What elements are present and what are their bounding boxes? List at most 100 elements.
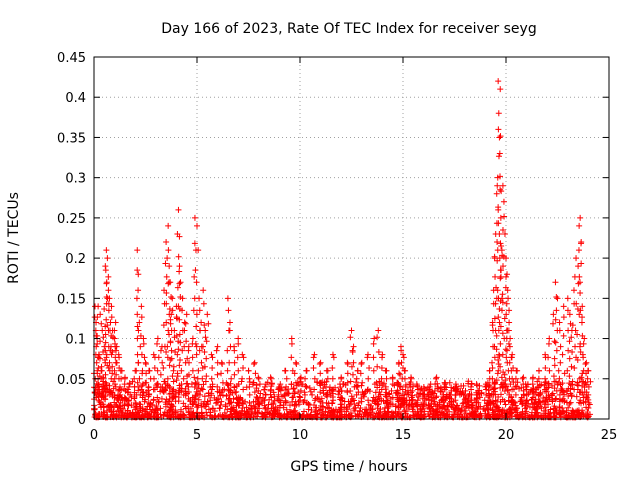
data-point — [495, 110, 502, 117]
data-point — [163, 239, 170, 246]
baseline-marker — [565, 404, 572, 411]
data-point — [275, 391, 282, 398]
data-point — [262, 381, 269, 388]
data-point — [397, 371, 404, 378]
data-point — [292, 379, 299, 386]
data-point — [189, 354, 196, 361]
baseline-marker — [587, 378, 594, 385]
data-point — [553, 293, 560, 300]
data-point — [103, 354, 110, 361]
baseline-marker — [152, 407, 159, 414]
data-point — [203, 338, 210, 345]
data-point — [467, 397, 474, 404]
data-point — [441, 383, 448, 390]
baseline-marker — [311, 409, 318, 416]
data-point — [349, 395, 356, 402]
baseline-marker — [550, 405, 557, 412]
data-point — [579, 303, 586, 310]
data-point — [235, 340, 242, 347]
data-point — [371, 335, 378, 342]
baseline-marker — [522, 410, 529, 417]
baseline-marker — [528, 413, 535, 420]
data-point — [551, 338, 558, 345]
data-point — [545, 381, 552, 388]
data-point — [175, 303, 182, 310]
data-point — [379, 354, 386, 361]
data-point — [234, 354, 241, 361]
baseline-marker — [434, 409, 441, 416]
data-point — [408, 394, 415, 401]
data-point — [169, 373, 176, 380]
data-point — [389, 381, 396, 388]
baseline-marker — [166, 408, 173, 415]
baseline-marker — [124, 407, 131, 414]
data-point — [518, 394, 525, 401]
data-point — [169, 387, 176, 394]
data-point — [556, 391, 563, 398]
data-point — [564, 367, 571, 374]
data-point — [567, 390, 574, 397]
data-point — [378, 386, 385, 393]
data-point — [226, 359, 233, 366]
data-point — [214, 343, 221, 350]
data-point — [580, 340, 587, 347]
data-point — [495, 314, 502, 321]
y-tick-label: 0.25 — [57, 212, 86, 227]
data-point — [364, 386, 371, 393]
baseline-marker — [553, 410, 560, 417]
data-point — [559, 389, 566, 396]
data-point — [178, 367, 185, 374]
data-point — [175, 346, 182, 353]
data-point — [189, 335, 196, 342]
data-point — [426, 386, 433, 393]
baseline-marker — [312, 404, 319, 411]
grid — [94, 57, 609, 419]
data-point — [501, 315, 508, 322]
data-point — [185, 383, 192, 390]
baseline-marker — [457, 408, 464, 415]
baseline-marker — [122, 395, 129, 402]
data-point — [407, 381, 414, 388]
data-point — [151, 365, 158, 372]
baseline-marker — [170, 403, 177, 410]
data-point — [167, 338, 174, 345]
data-point — [365, 397, 372, 404]
baseline-marker — [178, 406, 185, 413]
data-point — [348, 363, 355, 370]
data-point — [145, 367, 152, 374]
data-point — [354, 383, 361, 390]
data-point — [213, 347, 220, 354]
data-point — [401, 367, 408, 374]
data-point — [240, 354, 247, 361]
baseline-marker — [441, 411, 448, 418]
y-tick-label: 0.45 — [57, 51, 86, 66]
baseline-marker — [219, 392, 226, 399]
data-point — [493, 346, 500, 353]
baseline-marker — [221, 409, 228, 416]
data-point — [103, 293, 110, 300]
data-point — [182, 320, 189, 327]
baseline-marker — [573, 393, 580, 400]
data-point — [503, 273, 510, 280]
data-point — [388, 387, 395, 394]
baseline-marker — [109, 412, 116, 419]
data-point — [121, 394, 128, 401]
data-point — [108, 303, 115, 310]
data-point — [493, 332, 500, 339]
data-point — [495, 327, 502, 334]
data-point — [413, 381, 420, 388]
data-point — [497, 214, 504, 221]
baseline-marker — [204, 412, 211, 419]
data-point — [150, 375, 157, 382]
data-point — [183, 338, 190, 345]
data-point — [163, 319, 170, 326]
data-point — [498, 188, 505, 195]
data-point — [490, 386, 497, 393]
baseline-marker — [103, 407, 110, 414]
data-point — [245, 367, 252, 374]
data-point — [137, 332, 144, 339]
data-point — [166, 385, 173, 392]
data-point — [154, 335, 161, 342]
baseline-marker — [545, 401, 552, 408]
data-point — [468, 386, 475, 393]
